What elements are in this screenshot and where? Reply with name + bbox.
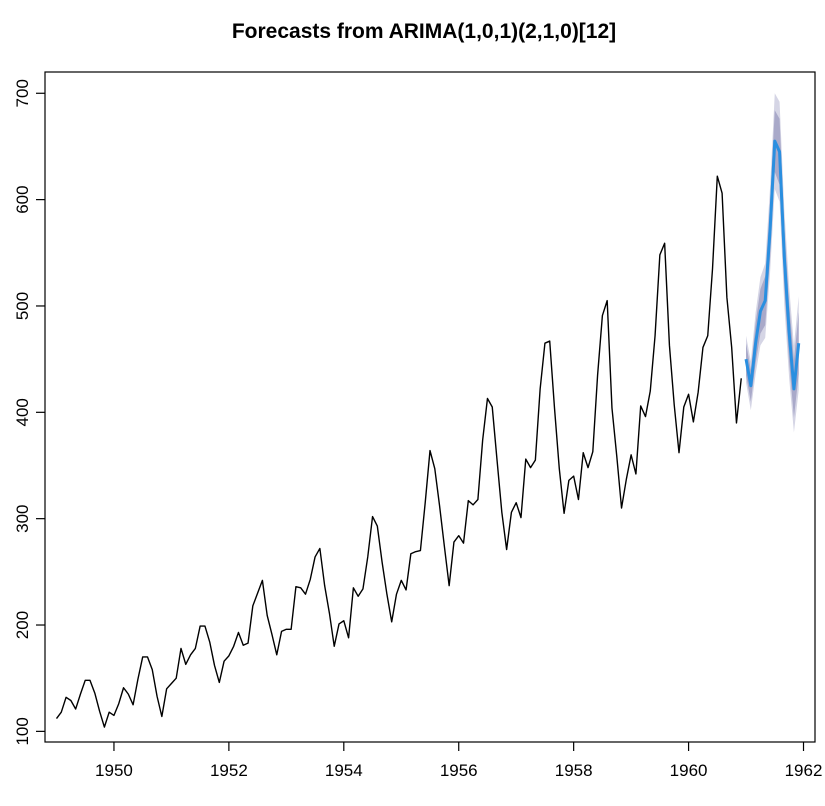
x-tick-label: 1956 bbox=[440, 761, 478, 780]
prediction-intervals bbox=[746, 93, 799, 433]
series-lines bbox=[55, 139, 801, 728]
x-tick-label: 1958 bbox=[555, 761, 593, 780]
interval-95-band bbox=[746, 93, 799, 433]
interval-80-band bbox=[746, 110, 799, 418]
y-tick-label: 300 bbox=[13, 504, 32, 532]
y-tick-label: 500 bbox=[13, 292, 32, 320]
chart-title: Forecasts from ARIMA(1,0,1)(2,1,0)[12] bbox=[232, 20, 616, 43]
y-tick-label: 400 bbox=[13, 398, 32, 426]
observed-series-line bbox=[55, 175, 742, 728]
x-tick-label: 1962 bbox=[785, 761, 823, 780]
x-tick-label: 1960 bbox=[670, 761, 708, 780]
y-axis: 100 200 300 400 500 600 700 bbox=[13, 79, 45, 746]
y-tick-label: 600 bbox=[13, 185, 32, 213]
plot-frame bbox=[44, 71, 816, 743]
x-axis: 1950 1952 1954 1956 1958 1960 1962 bbox=[95, 742, 822, 780]
x-tick-label: 1950 bbox=[95, 761, 133, 780]
y-tick-label: 100 bbox=[13, 717, 32, 745]
x-tick-label: 1954 bbox=[325, 761, 363, 780]
y-tick-label: 700 bbox=[13, 79, 32, 107]
y-tick-label: 200 bbox=[13, 611, 32, 639]
x-tick-label: 1952 bbox=[210, 761, 248, 780]
forecast-series-line bbox=[744, 139, 801, 391]
